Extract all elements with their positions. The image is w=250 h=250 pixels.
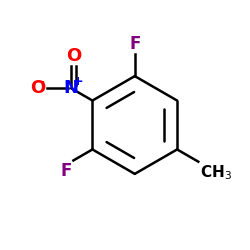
- Text: N: N: [64, 79, 79, 97]
- Text: CH$_3$: CH$_3$: [200, 163, 232, 182]
- Text: F: F: [61, 162, 72, 180]
- Text: O: O: [66, 47, 81, 65]
- Text: −: −: [34, 76, 45, 89]
- Text: F: F: [129, 35, 140, 53]
- Text: +: +: [73, 75, 84, 88]
- Text: O: O: [30, 79, 46, 97]
